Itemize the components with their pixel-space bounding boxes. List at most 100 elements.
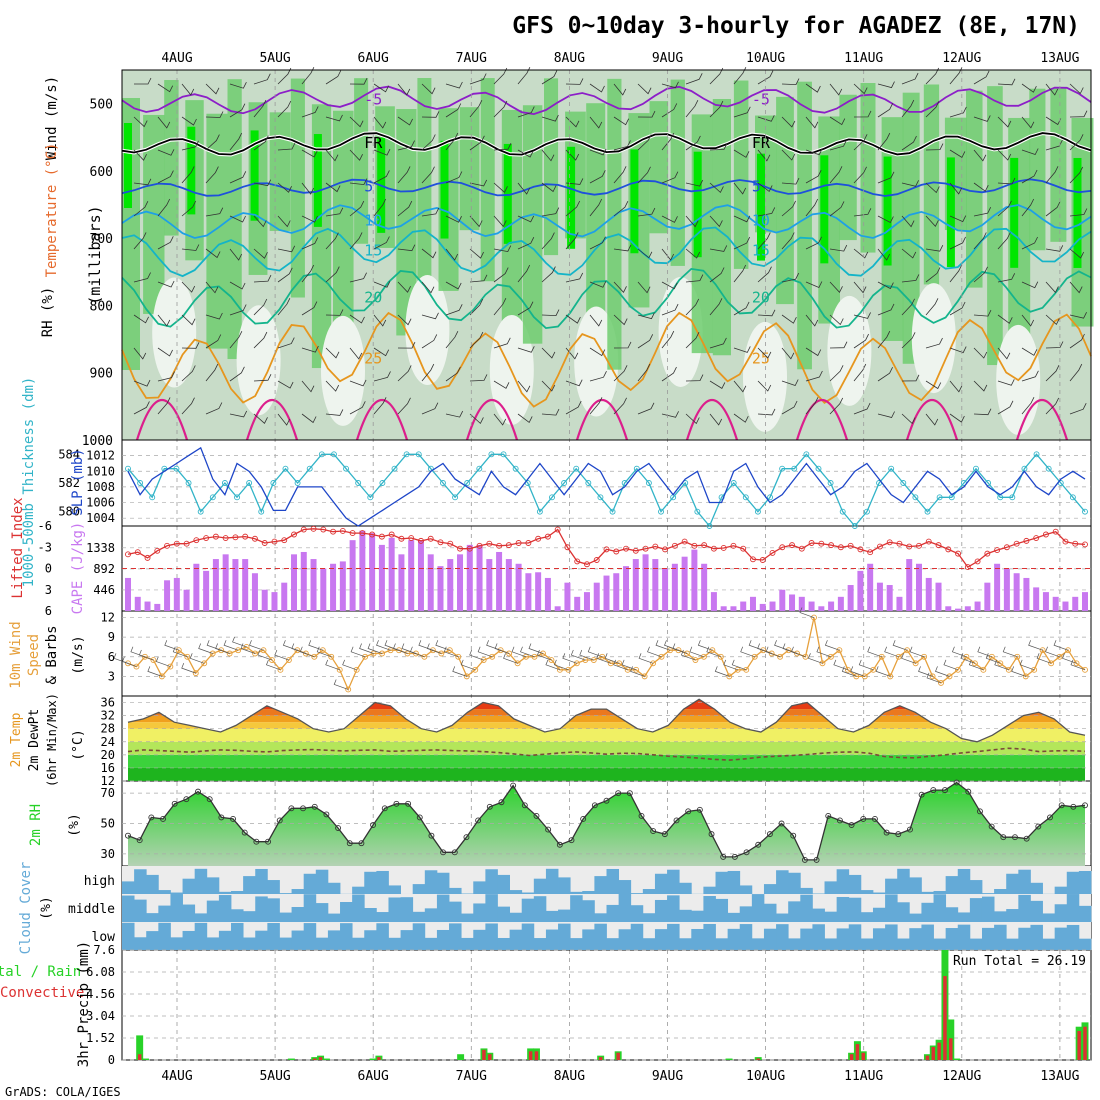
label-lifted-index: Lifted Index [10,497,26,598]
cape-bar [1052,596,1059,611]
cloud-bar [231,909,244,922]
rh-band [1050,87,1067,242]
wind10-series-point [387,647,394,654]
cape-bar [789,594,796,611]
rh2m-series-point [556,841,563,848]
cape-bar [593,582,600,611]
cape-bar [251,573,258,611]
wind-barb [253,331,268,349]
wind-barb [757,380,772,392]
precip-total-bar [142,1058,149,1060]
rh2m-series-point [335,825,342,832]
cloud-bar [1054,927,1068,950]
wind-barb [157,116,171,129]
wind10-series-point [565,666,572,673]
rh-band [902,92,920,364]
cloud-bar [340,902,353,922]
wind-barb [757,149,771,162]
wind-barb [277,413,291,426]
wind10-series-point [1014,653,1021,660]
day-label-top: 12AUG [942,51,981,66]
lifted-index-series-point [867,549,874,556]
rh2m-series-point [836,817,843,824]
lifted-index-series-point [193,537,200,544]
wind10-series-point [827,653,834,660]
wind10-series-point [523,653,529,660]
wind-barb [325,380,340,392]
label-upper-units: (millibars) [86,205,104,304]
wind-barb [685,215,699,228]
wind-barb [733,346,751,353]
wind-barb [877,81,895,89]
wind10-barb [1045,646,1060,658]
rh2m-series-point [930,787,937,794]
wind-barb [949,236,966,250]
wind10-barb [901,653,916,664]
thickness-series-point [573,465,580,472]
wind10-barb [791,646,806,658]
rh2m-series-point [626,790,633,797]
wind-barb [1069,134,1084,151]
wind10-series-point [548,657,555,663]
cloud-bar [848,874,862,894]
cloud-bar [1018,869,1031,894]
temp2m-series [127,698,1086,743]
cloud-bar [1030,924,1043,950]
wind-barb [781,177,800,185]
lifted-index-series-point [1013,540,1020,547]
cape-bar [945,606,952,611]
cape-bar [144,601,151,611]
cloud-bar [1018,894,1031,922]
wind-barb [589,281,607,288]
cape-bar [349,540,356,611]
wind-barb [493,143,512,151]
wind10-series-point [955,666,961,673]
wind-barb [277,380,294,389]
tick-pressure: 500 [90,98,113,113]
wind-barb [877,281,894,290]
wind-barb [1045,201,1061,217]
wind-barb [565,379,583,387]
wind-barb [349,116,364,128]
wind-barb [829,83,843,96]
cape-bar [369,533,376,611]
cape-bar [476,544,483,611]
cloud-bar [303,923,317,950]
wind-barb [661,81,679,89]
cloud-bar [594,913,607,922]
cloud-bar [739,885,753,894]
wind-barb [1021,314,1035,327]
wind10-barb [511,646,527,658]
wind-barb [421,281,435,294]
wind-barb [229,331,243,349]
wind10-series-point [963,653,970,660]
wind-barb [877,248,891,261]
temp-contour [121,85,1092,116]
lifted-index-series-point [1023,537,1030,544]
thickness-series-point [585,480,592,486]
wind10-series-point [421,653,428,660]
cloud-bar [667,869,680,894]
temp-contour-30 [355,398,409,441]
lifted-index-series-point [1042,531,1049,538]
wind-barb [541,408,560,416]
rh2m-series-point [1070,803,1077,810]
wind10-series-point [446,647,453,654]
wind-barb [493,380,510,389]
wind-barb [277,245,296,253]
wind10-series-point [396,647,402,654]
rh2m-series-point [311,803,318,810]
wind10-barb [1036,653,1052,664]
cloud-bar [897,938,910,950]
label-upper-rh: RH (%) [40,287,56,338]
lifted-index-series-point [662,546,669,553]
wind-barb [181,342,200,349]
wind10-series-point [1073,660,1080,667]
wind10-barb [350,646,366,658]
thickness-series-point [645,480,652,486]
wind-barb [1069,403,1087,415]
lifted-index-series-point [203,535,210,541]
wind10-barb [926,672,942,684]
wind10-barb [393,643,408,654]
tick-cape: 1338 [86,541,115,555]
